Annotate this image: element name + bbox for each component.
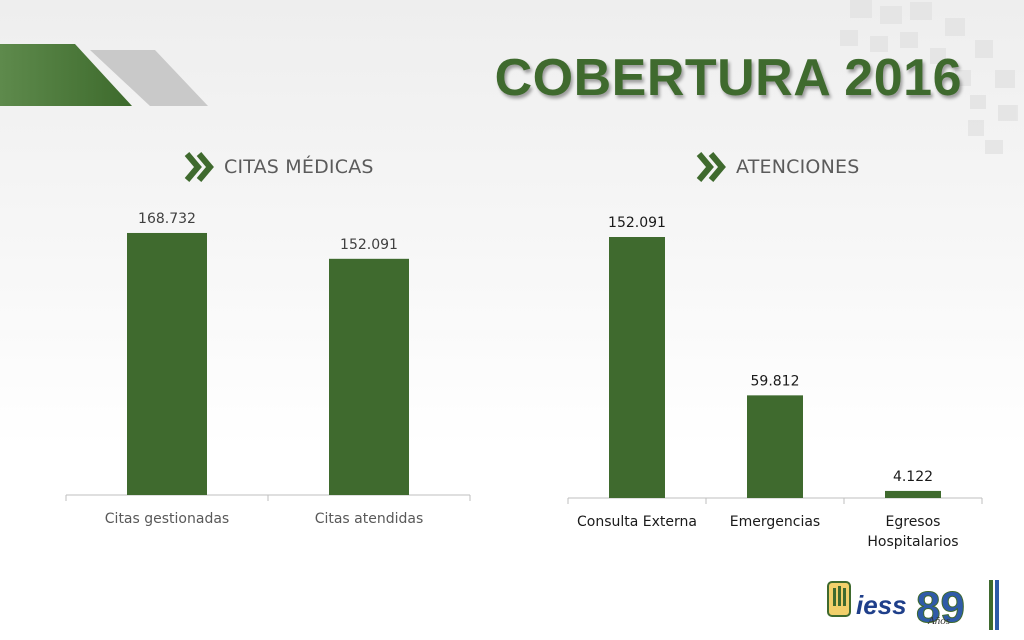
section-label: ATENCIONES — [736, 156, 860, 178]
x-tick-label: Consulta Externa — [577, 514, 697, 530]
citas-medicas-chart: 168.732 Citas gestionadas 152.091 Citas ate… — [65, 211, 471, 527]
x-tick-label: Egresos — [886, 514, 941, 530]
x-tick-label: Hospitalarios — [867, 534, 958, 550]
logo-suffix: Años — [927, 615, 950, 627]
bar-value-label: 168.732 — [138, 211, 196, 227]
logo-number: 89 — [916, 583, 965, 632]
iess-logo: iess 89 Años — [827, 580, 999, 633]
x-tick-label: Citas gestionadas — [105, 511, 229, 527]
hand-emblem-icon — [827, 581, 851, 617]
x-tick-label: Emergencias — [730, 514, 820, 530]
bar-value-label: 152.091 — [340, 237, 398, 253]
bar — [609, 237, 665, 498]
header-green-stripe — [0, 44, 132, 106]
bar-value-label: 59.812 — [751, 373, 800, 389]
bar — [329, 258, 409, 495]
section-header-atenciones: ATENCIONES — [696, 150, 859, 184]
bar-value-label: 152.091 — [608, 215, 666, 231]
bar — [885, 490, 941, 498]
bar — [747, 395, 803, 498]
section-header-citas: CITAS MÉDICAS — [184, 150, 374, 184]
atenciones-chart: 152.091 Consulta Externa 59.812 Emergencias… — [567, 215, 983, 550]
x-tick-label: Citas atendidas — [315, 511, 424, 527]
double-chevron-right-icon — [184, 152, 214, 182]
header-gray-stripe — [90, 50, 208, 106]
bar — [127, 232, 207, 496]
bar-value-label: 4.122 — [893, 469, 933, 485]
background-decoration — [0, 0, 1018, 154]
page-title: COBERTURA 2016 — [494, 49, 962, 107]
double-chevron-right-icon — [696, 152, 726, 182]
background-tiles — [840, 0, 1018, 154]
logo-divider — [989, 580, 993, 630]
section-label: CITAS MÉDICAS — [224, 156, 374, 178]
logo-text: iess — [856, 590, 907, 620]
